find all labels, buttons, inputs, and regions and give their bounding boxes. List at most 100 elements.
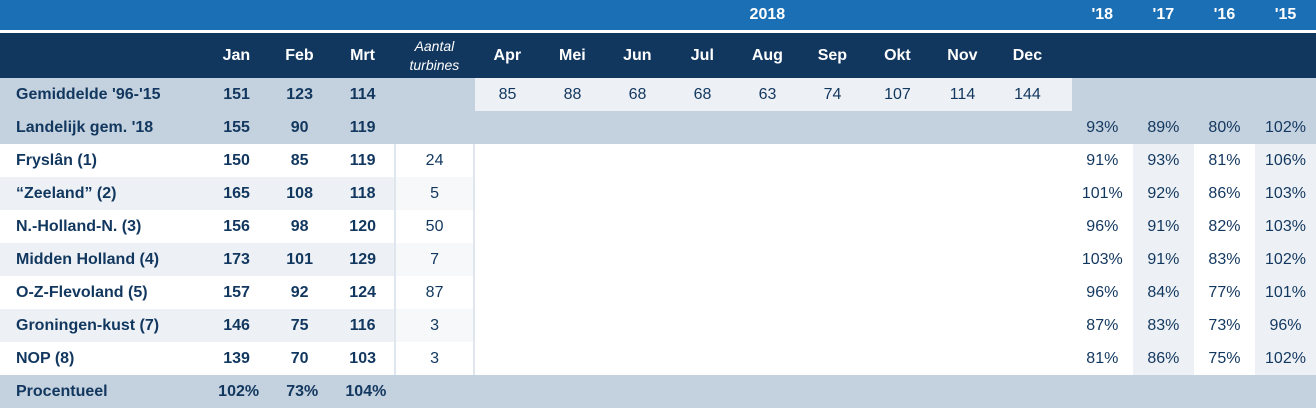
column-header-row: Jan Feb Mrt Aantal turbines Apr Mei Jun … bbox=[0, 30, 1316, 78]
value-nov: 114 bbox=[929, 78, 995, 111]
pct-15: 102% bbox=[1254, 342, 1316, 375]
year-header-row: 2018 '18 '17 '16 '15 bbox=[0, 0, 1316, 30]
value-mrt: 129 bbox=[349, 250, 376, 268]
pct-17: 91% bbox=[1132, 210, 1194, 243]
value-mrt: 120 bbox=[349, 217, 376, 235]
pct-18: 96% bbox=[1071, 276, 1133, 309]
row-label: Midden Holland (4) bbox=[16, 250, 160, 268]
pct-15: 102% bbox=[1254, 243, 1316, 276]
pct-16: 82% bbox=[1193, 210, 1255, 243]
blank-cell bbox=[1060, 0, 1072, 30]
value-mrt: 119 bbox=[349, 151, 376, 169]
blank-cell bbox=[1059, 78, 1072, 111]
pct-16: 81% bbox=[1193, 144, 1255, 177]
value-jan: 150 bbox=[223, 151, 250, 169]
value-mrt: 124 bbox=[349, 283, 376, 301]
value-jan: 151 bbox=[205, 78, 269, 111]
pct-17: 83% bbox=[1132, 309, 1194, 342]
month-block-empty bbox=[474, 111, 1072, 144]
pct-16: 80% bbox=[1193, 111, 1255, 144]
pct-17: 89% bbox=[1132, 111, 1194, 144]
value-feb: 98 bbox=[290, 217, 309, 235]
value-mrt: 114 bbox=[331, 78, 395, 111]
value-feb: 73% bbox=[286, 382, 319, 400]
value-jan: 165 bbox=[223, 184, 250, 202]
turbines-cell: 3 bbox=[394, 342, 475, 375]
pct-16: 83% bbox=[1193, 243, 1255, 276]
row-label: NOP (8) bbox=[16, 349, 75, 367]
pct-15: 96% bbox=[1254, 309, 1316, 342]
blank-cell bbox=[1133, 33, 1194, 78]
blank-cell bbox=[0, 0, 205, 30]
col-header-mrt: Mrt bbox=[350, 46, 375, 64]
value-jan: 146 bbox=[223, 316, 250, 334]
value-dec: 144 bbox=[994, 78, 1060, 111]
value-mrt: 104% bbox=[345, 382, 387, 400]
value-jan: 173 bbox=[223, 250, 250, 268]
pct-15: 101% bbox=[1254, 276, 1316, 309]
value-aug: 63 bbox=[734, 78, 800, 111]
value-jan: 156 bbox=[223, 217, 250, 235]
table-row: Fryslân (1) 150 85 119 24 91% 93% 81% 106% bbox=[0, 144, 1316, 177]
turbines-cell: 5 bbox=[394, 177, 475, 210]
turbines-cell bbox=[394, 111, 475, 144]
month-block-empty bbox=[474, 309, 1072, 342]
row-label: N.-Holland-N. (3) bbox=[16, 217, 142, 235]
year-col-15: '15 bbox=[1274, 6, 1297, 23]
turbines-cell: 7 bbox=[394, 243, 475, 276]
turbines-cell: 87 bbox=[394, 276, 475, 309]
turbines-label-line2: turbines bbox=[409, 56, 460, 73]
row-label: O-Z-Flevoland (5) bbox=[16, 283, 148, 301]
value-jan: 102% bbox=[218, 382, 260, 400]
blank-cell bbox=[1194, 33, 1255, 78]
blank-cell bbox=[1072, 33, 1133, 78]
year-label: 2018 bbox=[749, 6, 786, 23]
pct-17: 93% bbox=[1132, 144, 1194, 177]
value-mrt: 103 bbox=[349, 349, 376, 367]
value-feb: 92 bbox=[290, 283, 309, 301]
pct-17: 92% bbox=[1132, 177, 1194, 210]
value-jan: 139 bbox=[223, 349, 250, 367]
value-okt: 107 bbox=[864, 78, 930, 111]
turbines-cell: 3 bbox=[394, 309, 475, 342]
table-row: N.-Holland-N. (3) 156 98 120 50 96% 91% 82% 103% bbox=[0, 210, 1316, 243]
row-label: “Zeeland” (2) bbox=[16, 184, 117, 202]
pct-16: 75% bbox=[1193, 342, 1255, 375]
blank-cell bbox=[205, 0, 268, 30]
blank-cell bbox=[1255, 33, 1316, 78]
pct-15: 102% bbox=[1254, 111, 1316, 144]
col-header-dec: Dec bbox=[1012, 46, 1043, 64]
year-col-16: '16 bbox=[1213, 6, 1236, 23]
blank-cell bbox=[1193, 78, 1255, 111]
value-feb: 108 bbox=[286, 184, 313, 202]
year-col-17: '17 bbox=[1152, 6, 1175, 23]
month-block-empty bbox=[474, 243, 1072, 276]
col-header-jul: Jul bbox=[690, 46, 714, 64]
pct-15: 106% bbox=[1254, 144, 1316, 177]
row-label: Procentueel bbox=[16, 382, 108, 400]
blank-cell bbox=[268, 0, 331, 30]
table-row: Groningen-kust (7) 146 75 116 3 87% 83% 73% 96% bbox=[0, 309, 1316, 342]
row-label: Landelijk gem. '18 bbox=[0, 111, 206, 144]
year-col-18: '18 bbox=[1091, 6, 1114, 23]
row-label: Fryslân (1) bbox=[16, 151, 97, 169]
col-header-mei: Mei bbox=[558, 46, 586, 64]
pct-18: 103% bbox=[1071, 243, 1133, 276]
pct-15: 103% bbox=[1254, 177, 1316, 210]
value-jul: 68 bbox=[669, 78, 735, 111]
blank-cell bbox=[1254, 78, 1316, 111]
col-header-jan: Jan bbox=[222, 46, 251, 64]
table-row: O-Z-Flevoland (5) 157 92 124 87 96% 84% 77% 101% bbox=[0, 276, 1316, 309]
col-header-sep: Sep bbox=[817, 46, 848, 64]
turbines-cell: 50 bbox=[394, 210, 475, 243]
month-block-empty bbox=[474, 276, 1072, 309]
value-jun: 68 bbox=[604, 78, 670, 111]
blank-cell bbox=[394, 0, 475, 30]
blank-cell bbox=[1132, 78, 1194, 111]
month-block-empty bbox=[474, 177, 1072, 210]
pct-16: 73% bbox=[1193, 309, 1255, 342]
blank-cell bbox=[331, 0, 394, 30]
col-header-jun: Jun bbox=[623, 46, 652, 64]
pct-15: 103% bbox=[1254, 210, 1316, 243]
blank-cell bbox=[398, 375, 1316, 408]
